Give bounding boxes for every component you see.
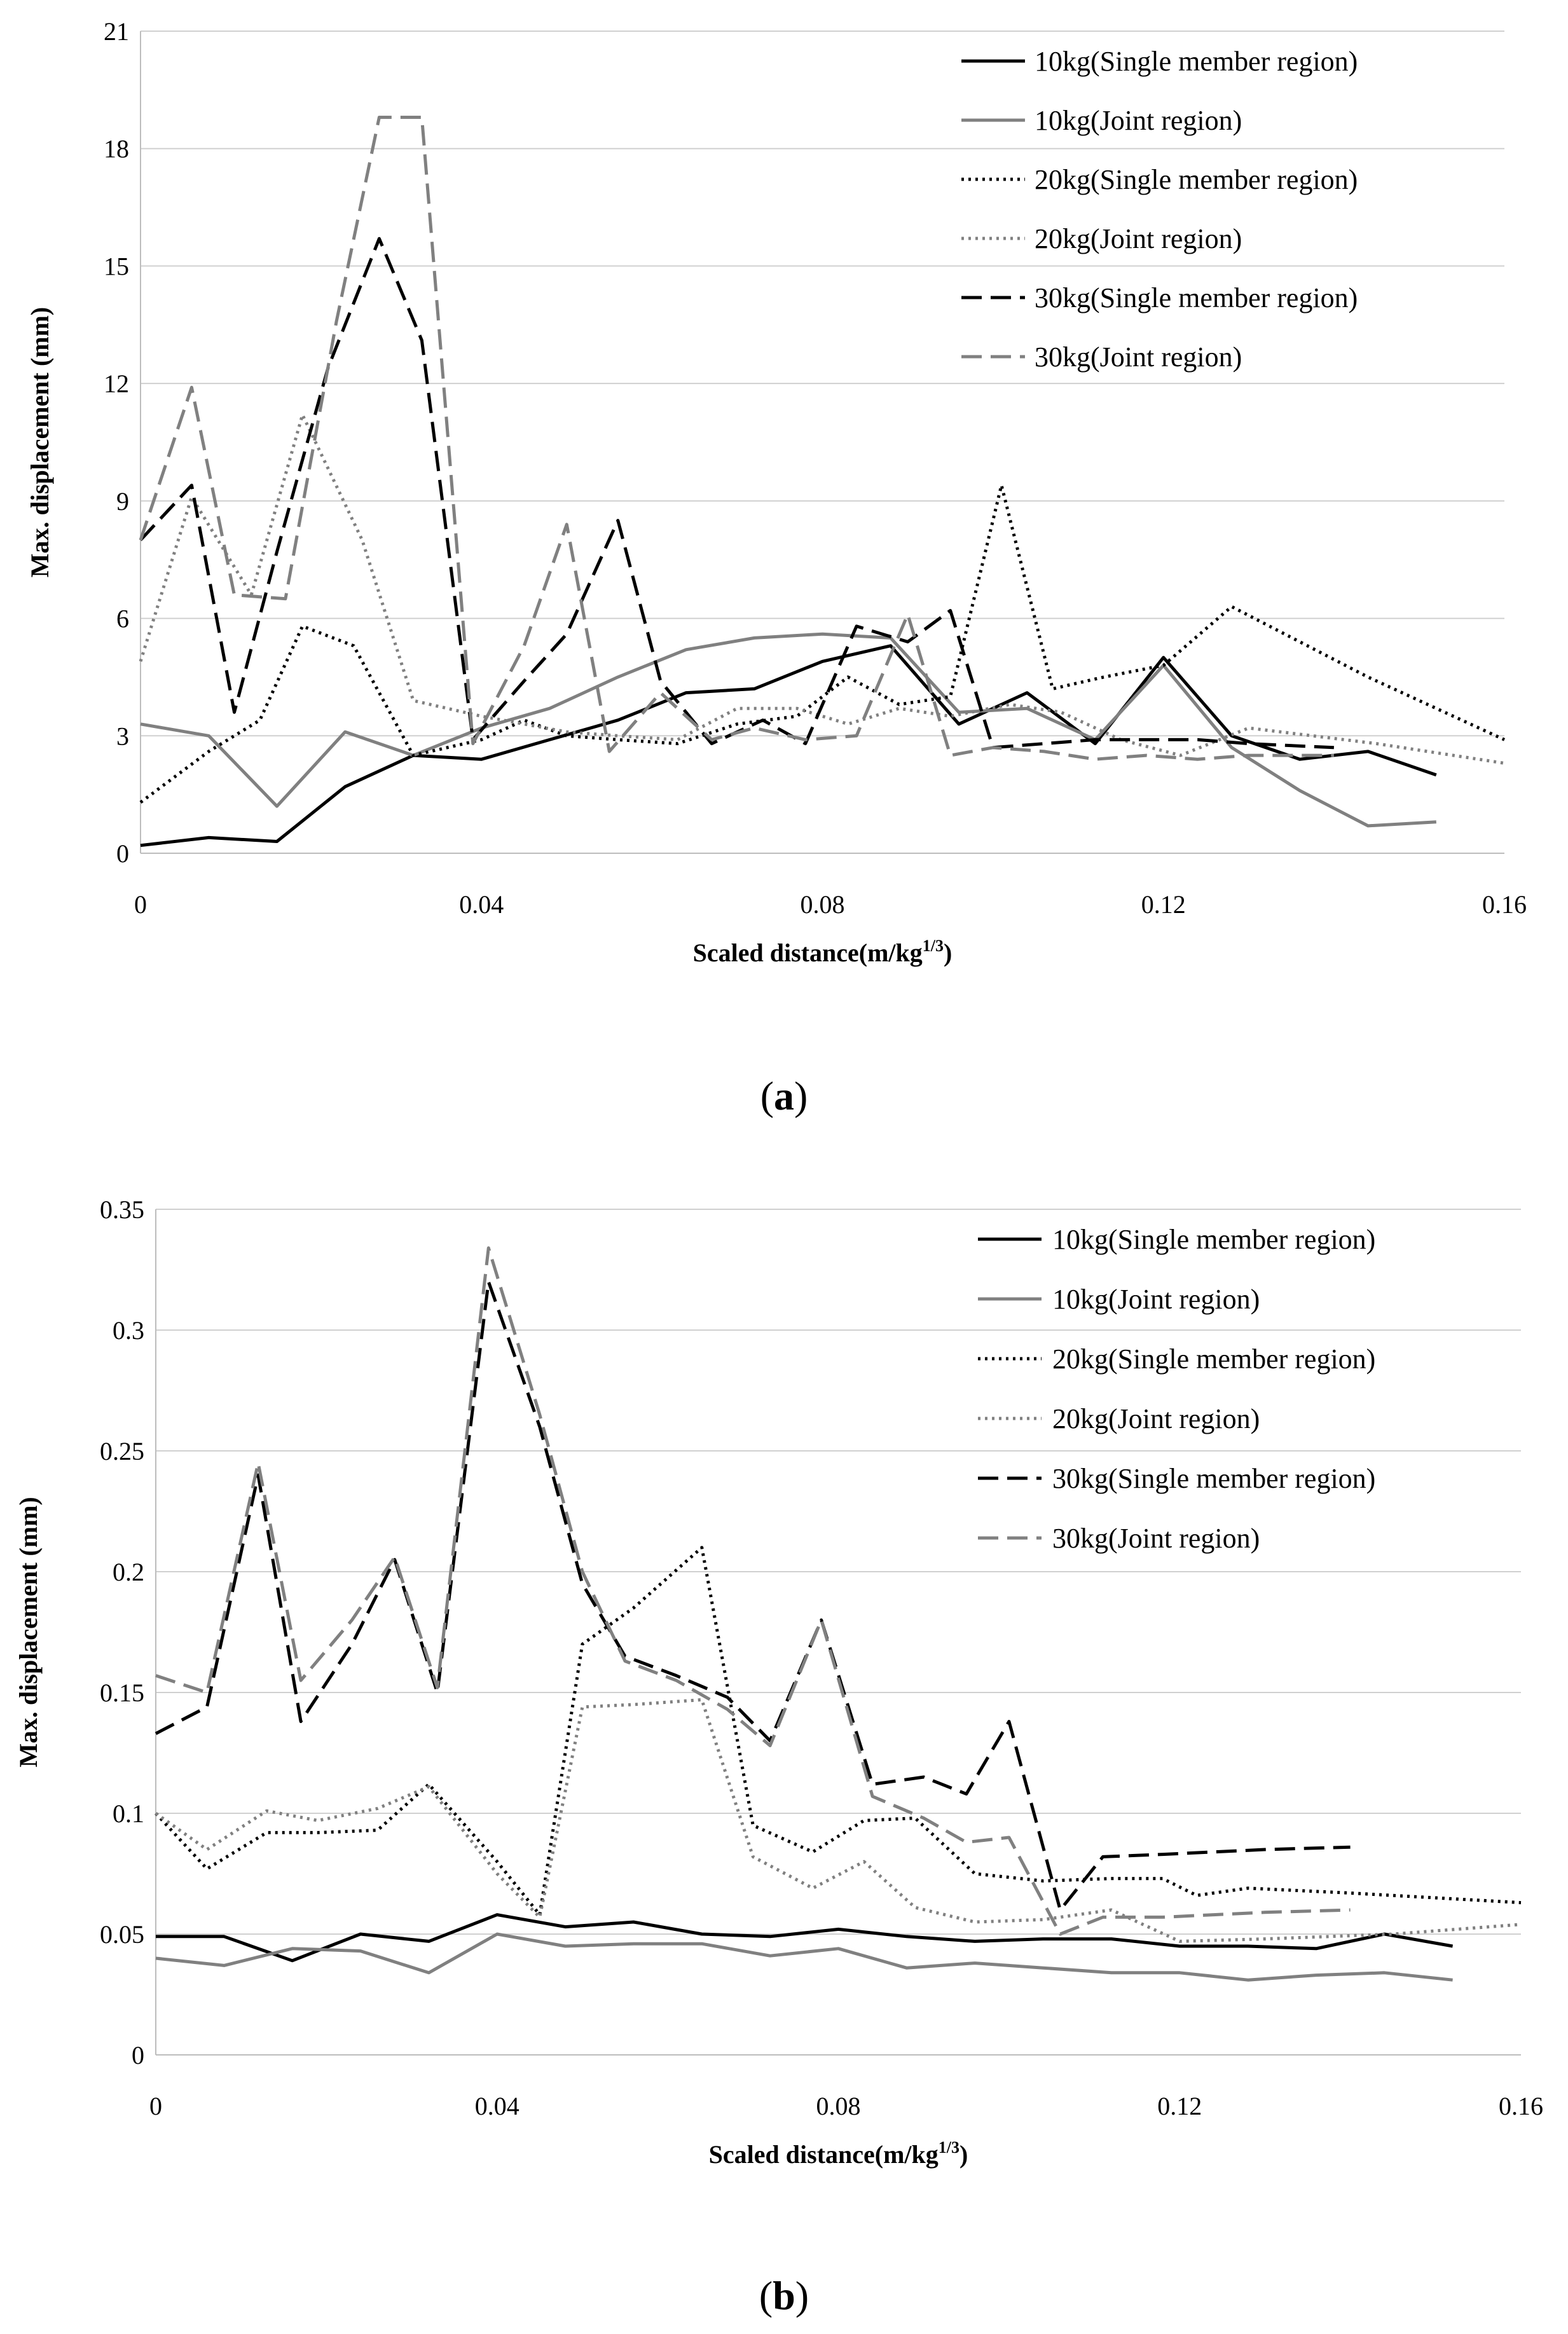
y-tick-label: 12 <box>104 369 129 398</box>
series-line-1 <box>156 1913 1454 1963</box>
series-line-2 <box>155 1932 1453 1982</box>
legend-label: 20kg(Single member region) <box>1035 164 1358 195</box>
legend-label: 30kg(Single member region) <box>1052 1463 1375 1494</box>
y-tick-label: 3 <box>116 722 129 750</box>
x-tick-label: 0.16 <box>1482 890 1527 919</box>
y-tick-label: 0 <box>116 839 129 868</box>
legend-label: 20kg(Single member region) <box>1052 1343 1375 1375</box>
x-axis-title-superscript: 1/3 <box>923 937 944 955</box>
legend: 10kg(Single member region) 10kg(Joint reg… <box>961 46 1358 373</box>
x-axis-title-end: ) <box>959 2140 968 2169</box>
x-tick-label: 0.04 <box>459 890 504 919</box>
x-axis-title: Scaled distance(m/kg1/3) <box>709 2138 968 2169</box>
legend-label: 30kg(Single member region) <box>1035 282 1358 313</box>
legend-label: 30kg(Joint region) <box>1052 1523 1260 1554</box>
y-tick-label: 0.35 <box>100 1195 144 1224</box>
series-line-3 <box>139 483 1506 804</box>
y-tick-label: 6 <box>116 605 129 633</box>
y-axis-title: Max. displacement (mm) <box>25 307 54 577</box>
x-tick-label: 0.04 <box>475 2092 519 2120</box>
x-tick-label: 0 <box>149 2092 162 2120</box>
x-axis-title-text: Scaled distance(m/kg <box>709 2140 939 2169</box>
series-line-5 <box>139 237 1335 750</box>
panel-label: (b) <box>759 2273 809 2318</box>
x-tick-label: 0.12 <box>1157 2092 1202 2120</box>
x-tick-label: 0.08 <box>816 2092 861 2120</box>
panel-label-letter: a <box>774 1073 794 1118</box>
x-axis-title-text: Scaled distance(m/kg <box>693 938 923 967</box>
legend-label: 10kg(Joint region) <box>1035 105 1242 136</box>
series-line-3 <box>155 1546 1522 1917</box>
legend-label: 10kg(Single member region) <box>1035 46 1358 77</box>
legend-label: 20kg(Joint region) <box>1035 223 1242 254</box>
series-line-2 <box>140 632 1436 828</box>
y-tick-label: 18 <box>104 135 129 163</box>
y-tick-label: 0.2 <box>113 1558 144 1586</box>
series-line-6 <box>139 116 1334 761</box>
legend-label: 10kg(Single member region) <box>1052 1224 1375 1255</box>
y-tick-label: 15 <box>104 252 129 280</box>
legend-label: 20kg(Joint region) <box>1052 1403 1260 1434</box>
x-axis-title-superscript: 1/3 <box>939 2138 959 2157</box>
x-tick-label: 0.08 <box>801 890 845 919</box>
y-tick-label: 0.05 <box>100 1920 144 1949</box>
y-axis-title: Max. displacement (mm) <box>14 1497 43 1767</box>
series-line-5 <box>155 1280 1351 1912</box>
series-line-6 <box>155 1246 1351 1936</box>
legend-label: 10kg(Joint region) <box>1052 1284 1260 1315</box>
chart-panel-a: 0 3 6 9 12 15 18 21 0 0.04 0.08 0.12 0.16 Scaled dist… <box>25 17 1527 1118</box>
y-tick-label: 9 <box>116 487 129 516</box>
series-line-4 <box>155 1698 1522 1943</box>
panel-label-letter: b <box>773 2273 795 2318</box>
legend: 10kg(Single member region) 10kg(Joint reg… <box>978 1224 1375 1554</box>
x-tick-label: 0.16 <box>1499 2092 1543 2120</box>
x-axis-title-end: ) <box>944 938 952 967</box>
x-tick-label: 0 <box>134 890 147 919</box>
chart-panel-b: 0 0.05 0.1 0.15 0.2 0.25 0.3 0.35 0 0.04 0.08 0.12 0… <box>14 1195 1543 2318</box>
series-line-4 <box>139 413 1505 765</box>
y-tick-label: 0 <box>132 2041 144 2070</box>
y-tick-label: 21 <box>104 17 129 46</box>
series-line-1 <box>140 644 1437 848</box>
y-tick-label: 0.15 <box>100 1678 144 1707</box>
x-axis-title: Scaled distance(m/kg1/3) <box>693 937 952 967</box>
y-tick-label: 0.1 <box>113 1799 144 1828</box>
legend-label: 30kg(Joint region) <box>1035 341 1242 373</box>
y-tick-label: 0.25 <box>100 1437 144 1466</box>
x-tick-label: 0.12 <box>1141 890 1186 919</box>
panel-label: (a) <box>760 1073 808 1118</box>
y-tick-label: 0.3 <box>113 1316 144 1345</box>
